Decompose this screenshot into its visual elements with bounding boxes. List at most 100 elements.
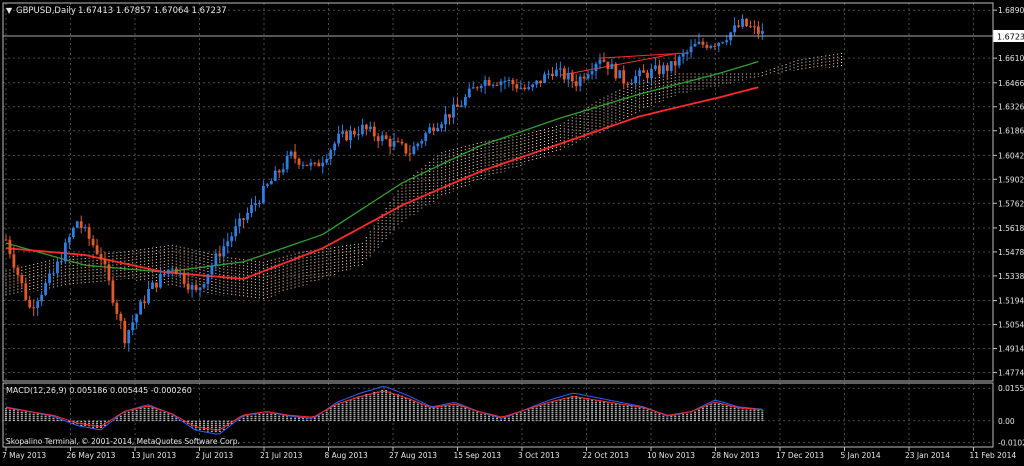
date-tick-label: 22 Oct 2013 <box>583 451 630 460</box>
candle-body <box>115 302 119 314</box>
candle-body <box>8 239 12 255</box>
candle-body <box>345 131 348 141</box>
price-tick-label: 1.53380 <box>998 272 1024 281</box>
candle-body <box>562 68 566 80</box>
candle-body <box>63 242 67 262</box>
macd-label: MACD(12,26,9) 0.005186 0.005445 -0.00026… <box>6 386 192 395</box>
candle-body <box>313 162 317 164</box>
candle-body <box>293 151 297 159</box>
candle-body <box>135 314 139 323</box>
candle-body <box>558 68 562 70</box>
candle-body <box>265 184 269 186</box>
candle-body <box>151 282 154 289</box>
candle-body <box>570 73 574 82</box>
candle-body <box>467 88 471 98</box>
date-tick-label: 3 Oct 2013 <box>518 451 560 460</box>
candle-body <box>277 170 281 173</box>
trendline <box>560 52 680 76</box>
candle-body <box>408 153 412 155</box>
price-tick-label: 1.56180 <box>998 224 1024 233</box>
ohlc-values: 1.67413 1.67857 1.67064 1.67237 <box>78 6 227 16</box>
candle-body <box>566 73 570 80</box>
candle-body <box>618 70 622 79</box>
candle-body <box>689 46 693 53</box>
candle-body <box>475 87 479 89</box>
candle-body <box>539 80 542 84</box>
candle-body <box>610 63 614 69</box>
candle-body <box>349 130 352 141</box>
candle-body <box>214 253 218 267</box>
macd-histogram <box>4 386 764 435</box>
candle-body <box>622 70 626 84</box>
price-tick-label: 1.51940 <box>998 297 1024 306</box>
date-tick-label: 13 Jun 2013 <box>131 451 176 460</box>
price-tick-label: 1.61860 <box>998 127 1024 136</box>
candle-body <box>606 61 610 69</box>
copyright-text: Skopalino Terminal, © 2001-2014, MetaQuo… <box>6 437 240 446</box>
candle-body <box>206 274 210 285</box>
price-tick-label: 1.59020 <box>998 175 1024 184</box>
macd-signal-line <box>5 390 763 431</box>
symbol-label: GBPUSD,Daily <box>16 6 76 16</box>
candle-body <box>555 69 558 77</box>
candle-body <box>412 146 416 155</box>
candle-body <box>269 181 273 185</box>
candle-body <box>535 80 539 85</box>
candle-body <box>741 18 744 27</box>
candle-body <box>384 135 388 139</box>
ma-fast-line <box>5 60 759 273</box>
candle-body <box>499 81 503 86</box>
candle-body <box>404 143 408 154</box>
candle-body <box>697 41 701 44</box>
candle-body <box>353 130 356 135</box>
candle-body <box>24 283 28 300</box>
candle-body <box>646 72 649 79</box>
ma-slow-line <box>5 86 759 280</box>
candle-body <box>111 280 115 303</box>
candle-body <box>4 239 8 241</box>
candle-body <box>162 273 166 275</box>
candle-body <box>721 42 725 44</box>
candle-body <box>463 97 467 106</box>
candle-body <box>226 241 230 247</box>
date-axis: 7 May 2013 26 May 2013 13 Jun 2013 2 Jul 20… <box>2 447 1016 460</box>
date-tick-label: 23 Jan 2014 <box>905 451 950 460</box>
current-price-label: 1.67237 <box>997 33 1024 42</box>
candle-body <box>357 134 360 136</box>
candle-body <box>234 226 238 237</box>
candle-body <box>574 81 578 87</box>
candle-body <box>230 236 234 242</box>
candle-body <box>598 59 602 64</box>
candle-body <box>432 127 436 132</box>
ichimoku-cloud <box>5 52 843 300</box>
candle-body <box>368 126 372 130</box>
candle-body <box>491 84 495 86</box>
price-tick-label: 1.63260 <box>998 103 1024 112</box>
candle-body <box>594 63 598 72</box>
candle-body <box>202 284 206 288</box>
macd-tick-label: 0.00 <box>998 417 1015 426</box>
current-price-box <box>993 30 1024 42</box>
candle-body <box>471 87 475 89</box>
candle-body <box>71 227 75 238</box>
candle-body <box>479 85 483 89</box>
candle-body <box>400 141 404 144</box>
trendline <box>599 52 688 59</box>
candle-body <box>210 266 214 275</box>
candle-body <box>388 138 392 147</box>
date-tick-label: 28 Nov 2013 <box>712 451 760 460</box>
candle-body <box>143 301 146 303</box>
candle-body <box>448 114 451 118</box>
date-tick-label: 27 Aug 2013 <box>389 451 437 460</box>
candle-body <box>527 87 531 89</box>
candle-body <box>155 282 158 288</box>
candle-body <box>364 124 368 130</box>
candle-body <box>630 83 634 85</box>
candle-body <box>547 73 550 75</box>
candle-body <box>67 237 71 243</box>
candle-body <box>578 76 582 87</box>
candle-body <box>650 69 653 79</box>
candle-body <box>709 45 713 48</box>
candle-body <box>75 221 79 228</box>
